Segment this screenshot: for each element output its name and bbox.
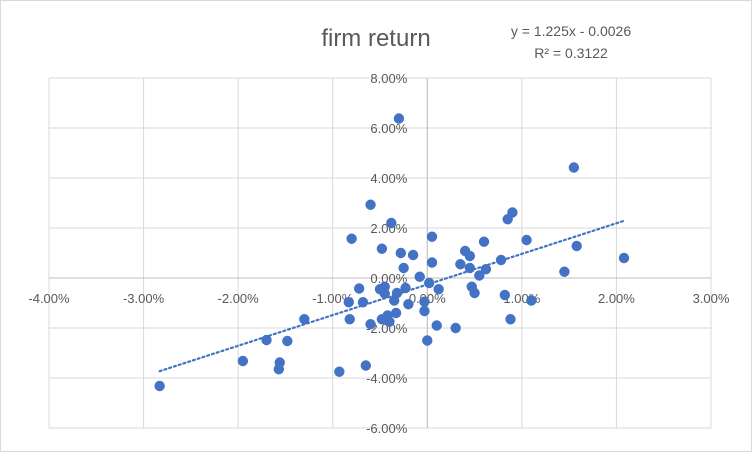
- data-point: [450, 322, 461, 334]
- data-point: [282, 335, 293, 347]
- data-point: [455, 259, 466, 270]
- data-point: [334, 366, 345, 377]
- data-point: [499, 289, 511, 301]
- tick-labels: -4.00%-3.00%-2.00%-1.00%0.00%1.00%2.00%3…: [28, 71, 729, 436]
- data-point: [521, 234, 532, 246]
- data-point: [568, 162, 580, 173]
- x-tick-label: 2.00%: [598, 291, 635, 306]
- data-point: [571, 240, 582, 252]
- data-point: [431, 320, 442, 331]
- y-tick-label: 6.00%: [370, 121, 407, 136]
- data-point: [376, 243, 388, 254]
- data-points: [154, 113, 630, 392]
- y-tick-label: 2.00%: [370, 221, 407, 236]
- axes: [49, 78, 711, 428]
- y-tick-label: -4.00%: [366, 371, 408, 386]
- data-point: [299, 314, 310, 325]
- data-point: [395, 247, 407, 259]
- data-point: [357, 297, 369, 308]
- data-point: [618, 252, 630, 264]
- data-point: [474, 270, 485, 281]
- data-point: [422, 335, 433, 346]
- y-tick-label: -2.00%: [366, 321, 408, 336]
- data-point: [353, 283, 365, 294]
- data-point: [478, 236, 490, 247]
- data-point: [433, 284, 444, 295]
- data-point: [346, 233, 357, 244]
- data-point: [393, 113, 405, 124]
- data-point: [480, 264, 492, 275]
- x-tick-label: -4.00%: [28, 291, 70, 306]
- data-point: [464, 250, 476, 262]
- y-tick-label: -6.00%: [366, 421, 408, 436]
- data-point: [426, 257, 438, 268]
- data-point: [398, 262, 409, 274]
- y-tick-label: 0.00%: [370, 271, 407, 286]
- data-point: [414, 271, 425, 282]
- data-point: [419, 296, 430, 307]
- data-point: [507, 207, 518, 218]
- data-point: [403, 299, 414, 310]
- data-point: [407, 249, 419, 261]
- data-point: [391, 287, 403, 299]
- data-point: [419, 305, 430, 317]
- data-point: [384, 316, 395, 327]
- data-point: [154, 380, 165, 392]
- data-point: [386, 217, 397, 229]
- data-point: [365, 319, 376, 330]
- x-tick-label: -3.00%: [123, 291, 165, 306]
- x-tick-label: 3.00%: [693, 291, 730, 306]
- data-point: [261, 334, 272, 346]
- data-point: [423, 277, 435, 289]
- data-point: [344, 314, 355, 325]
- data-point: [495, 254, 507, 266]
- data-point: [343, 297, 354, 308]
- chart-title: firm return: [321, 25, 430, 52]
- y-tick-label: 8.00%: [370, 71, 407, 86]
- trendline-equation: y = 1.225x - 0.0026: [511, 23, 631, 39]
- data-point: [505, 314, 516, 325]
- data-point: [469, 287, 480, 299]
- data-point: [360, 360, 372, 371]
- data-point: [464, 262, 476, 274]
- r-squared-label: R² = 0.3122: [534, 45, 608, 61]
- x-tick-label: -2.00%: [218, 291, 260, 306]
- data-point: [526, 295, 537, 306]
- y-tick-label: 4.00%: [370, 171, 407, 186]
- data-point: [237, 355, 249, 367]
- x-tick-label: -1.00%: [312, 291, 354, 306]
- data-point: [274, 357, 285, 368]
- data-point: [379, 288, 390, 299]
- data-point: [390, 307, 402, 319]
- data-point: [400, 282, 411, 294]
- data-point: [365, 199, 376, 210]
- data-point: [426, 231, 438, 242]
- data-point: [559, 266, 570, 277]
